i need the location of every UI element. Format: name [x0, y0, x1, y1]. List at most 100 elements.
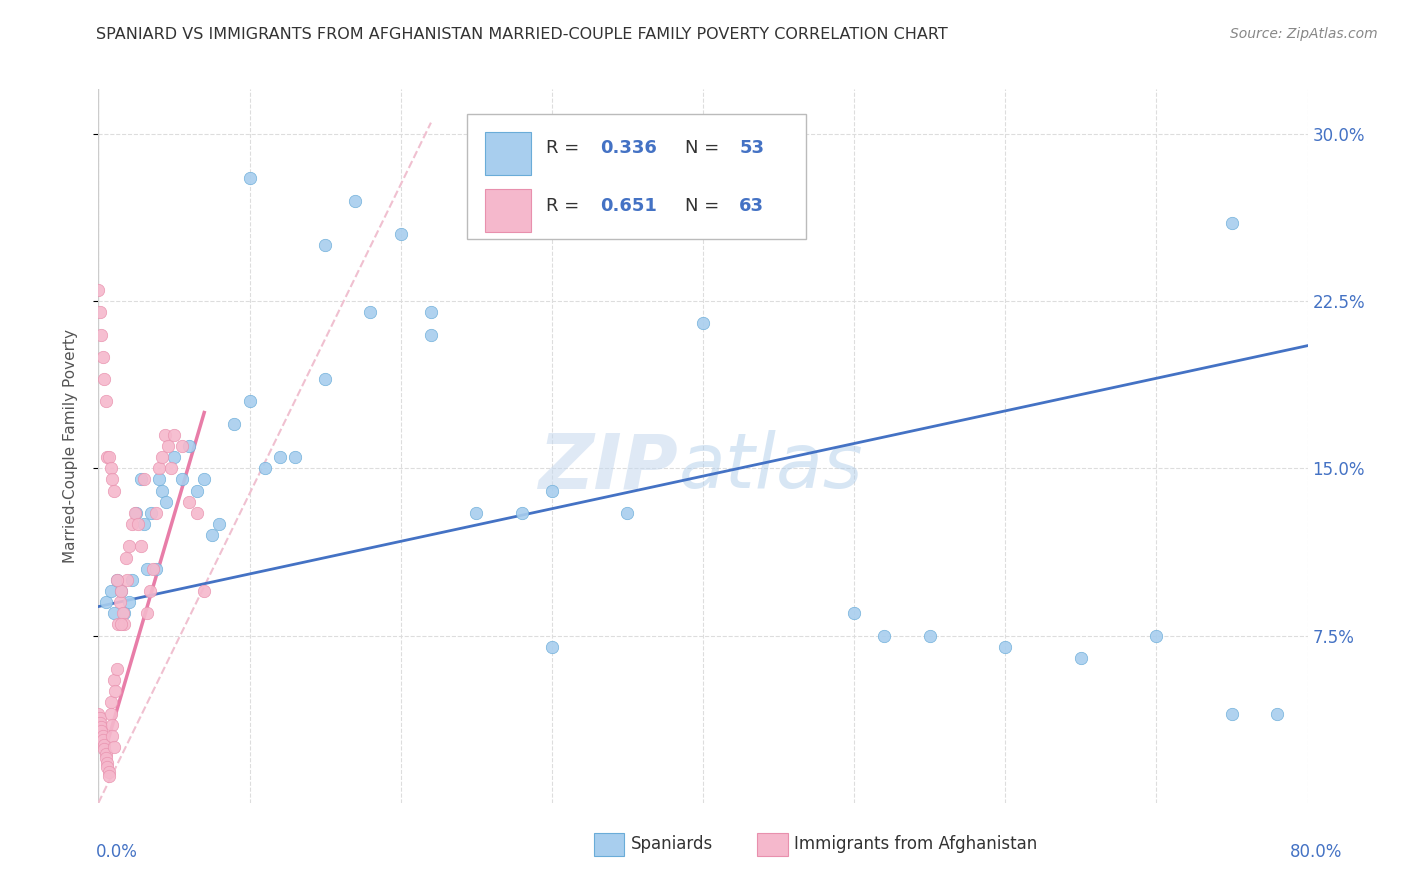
Point [163, 450, 186, 464]
Point [155, 494, 177, 508]
Point [115, 573, 138, 587]
Point [239, 394, 262, 409]
Point [110, 583, 132, 598]
Point [193, 583, 215, 598]
Text: Source: ZipAtlas.com: Source: ZipAtlas.com [1230, 27, 1378, 41]
Point [844, 607, 866, 621]
Point [89, 715, 111, 730]
Point [103, 483, 125, 498]
Point [1144, 628, 1167, 642]
Point [465, 506, 488, 520]
Point [148, 473, 170, 487]
FancyBboxPatch shape [467, 114, 806, 239]
Point [132, 516, 155, 531]
Point [160, 461, 183, 475]
Text: 0.0%: 0.0% [96, 843, 138, 861]
Point [124, 506, 146, 520]
Point [540, 640, 562, 654]
Point [1220, 706, 1243, 721]
FancyBboxPatch shape [485, 189, 531, 232]
Point [103, 740, 125, 755]
Point [90, 724, 112, 739]
Point [1070, 651, 1092, 665]
Point [114, 550, 136, 565]
Point [314, 238, 336, 252]
Point [101, 717, 124, 731]
Point [94, 747, 117, 761]
Point [540, 483, 562, 498]
Text: 63: 63 [740, 196, 765, 214]
Point [93, 742, 115, 756]
Point [104, 684, 127, 698]
Point [139, 583, 162, 598]
Point [100, 583, 122, 598]
Point [89, 711, 111, 725]
Point [253, 461, 276, 475]
Point [156, 439, 179, 453]
Point [208, 516, 231, 531]
Point [994, 640, 1017, 654]
Point [94, 394, 117, 409]
Point [768, 182, 790, 196]
Point [150, 450, 173, 464]
Point [108, 595, 131, 609]
Point [918, 628, 941, 642]
Point [1220, 216, 1243, 230]
Text: R =: R = [546, 196, 585, 214]
Text: N =: N = [685, 139, 725, 157]
Text: ZIP: ZIP [538, 431, 679, 504]
Point [103, 673, 125, 687]
Point [314, 372, 336, 386]
Text: 0.336: 0.336 [600, 139, 657, 157]
Point [129, 539, 152, 553]
Point [269, 450, 291, 464]
Text: 0.651: 0.651 [600, 196, 657, 214]
Point [105, 662, 128, 676]
Point [170, 473, 193, 487]
Point [179, 494, 201, 508]
Point [284, 450, 307, 464]
Point [112, 617, 135, 632]
Point [193, 473, 215, 487]
Text: 53: 53 [740, 139, 765, 157]
Point [96, 760, 118, 774]
Point [201, 528, 224, 542]
Point [87, 283, 110, 297]
Point [344, 194, 367, 208]
Point [93, 738, 115, 752]
Point [93, 372, 115, 386]
Point [112, 607, 135, 621]
Point [179, 439, 201, 453]
Point [135, 562, 157, 576]
Point [170, 439, 193, 453]
Point [153, 427, 176, 442]
Text: atlas: atlas [679, 431, 863, 504]
Point [142, 562, 165, 576]
Point [1267, 706, 1289, 721]
Point [510, 506, 533, 520]
Point [145, 506, 167, 520]
Point [616, 506, 638, 520]
Point [873, 628, 896, 642]
Point [105, 573, 128, 587]
Point [239, 171, 262, 186]
Point [127, 516, 149, 531]
Point [360, 305, 382, 319]
Point [90, 720, 112, 734]
Point [91, 350, 114, 364]
Point [692, 316, 714, 330]
Point [163, 427, 186, 442]
Point [148, 461, 170, 475]
Point [98, 764, 121, 779]
Point [111, 607, 134, 621]
Point [100, 696, 122, 710]
Point [121, 573, 143, 587]
Point [121, 516, 143, 531]
Point [98, 769, 121, 783]
Text: 80.0%: 80.0% [1291, 843, 1343, 861]
Text: N =: N = [685, 196, 725, 214]
Point [150, 483, 173, 498]
Point [90, 327, 112, 342]
Point [129, 473, 152, 487]
Point [89, 305, 111, 319]
